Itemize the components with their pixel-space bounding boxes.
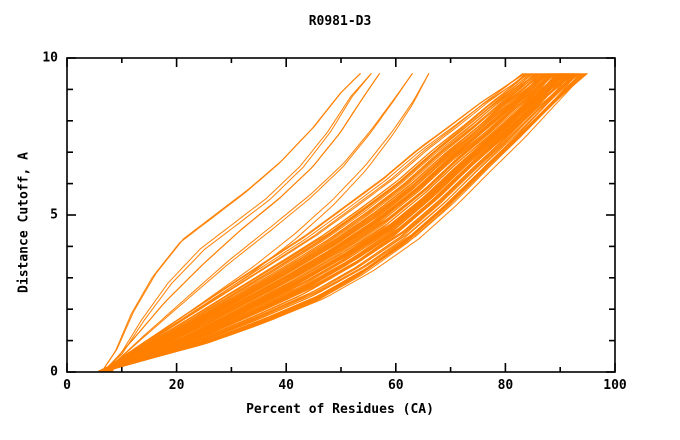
data-curve: [106, 73, 560, 372]
data-curve: [104, 73, 380, 371]
data-curve: [101, 73, 551, 372]
x-tick-label: 0: [63, 378, 71, 393]
data-curve: [103, 73, 553, 372]
data-curve: [107, 73, 527, 372]
data-curve: [108, 73, 574, 372]
x-tick-label: 60: [387, 378, 404, 393]
data-curve: [99, 73, 546, 372]
x-tick-label: 80: [497, 378, 514, 393]
data-curve: [98, 73, 523, 372]
data-curve: [102, 73, 535, 372]
data-curve: [105, 73, 413, 371]
data-curve: [102, 73, 545, 372]
data-curve: [103, 73, 557, 372]
data-curve: [105, 73, 567, 372]
data-curve: [109, 73, 565, 372]
data-curve: [104, 73, 541, 372]
y-axis-label: Distance Cutoff, A: [16, 152, 32, 293]
x-tick-label: 100: [603, 378, 627, 393]
data-curve: [103, 73, 564, 372]
y-tick-label: 0: [50, 364, 58, 380]
data-curve: [99, 73, 532, 372]
y-tick-label: 10: [42, 50, 58, 66]
y-tick-label: 5: [50, 207, 58, 223]
x-tick-label: 20: [168, 378, 185, 393]
data-curve: [99, 73, 545, 372]
data-curve: [111, 73, 555, 372]
data-curve: [109, 73, 531, 372]
data-curve: [104, 73, 430, 371]
data-curve: [105, 73, 581, 372]
data-curve: [101, 73, 572, 372]
data-curve: [111, 73, 566, 372]
axis-ticks-group: [66, 57, 616, 373]
x-axis-label: Percent of Residues (CA): [246, 402, 434, 417]
data-curves-group: [98, 73, 588, 372]
data-curve: [102, 73, 361, 371]
data-curve: [103, 73, 569, 372]
data-curve: [103, 73, 372, 371]
chart-title: R0981-D3: [308, 14, 372, 29]
data-curve: [103, 73, 372, 371]
data-curve: [105, 73, 413, 371]
data-curve: [105, 73, 536, 372]
data-curve: [110, 73, 542, 372]
data-curve: [110, 73, 576, 372]
data-curve: [104, 73, 585, 372]
x-tick-label: 40: [278, 378, 295, 393]
data-curve: [108, 73, 539, 372]
data-curve: [104, 73, 430, 371]
data-curve: [108, 73, 578, 372]
data-curve: [99, 73, 525, 372]
data-curve: [109, 73, 533, 372]
